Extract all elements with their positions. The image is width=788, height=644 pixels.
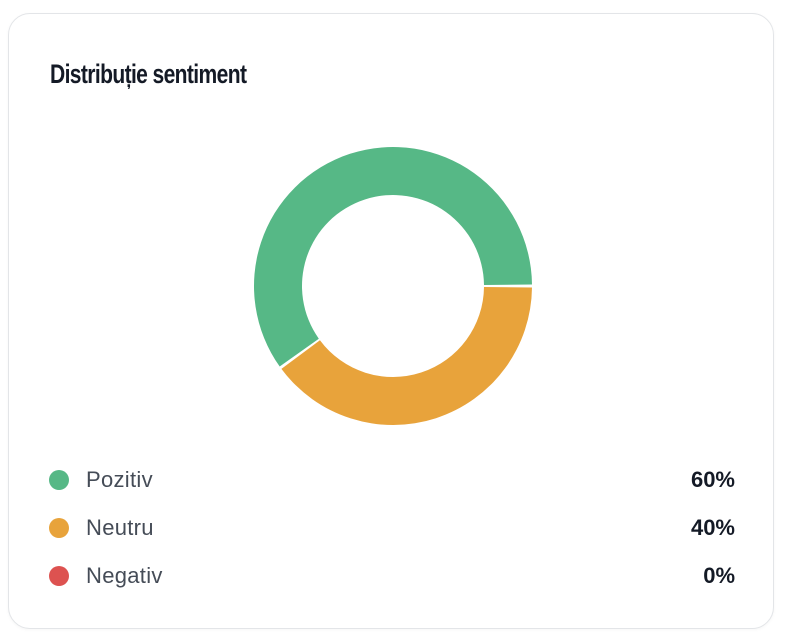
legend-item-neutru: Neutru 40% bbox=[49, 504, 735, 552]
legend-value-pozitiv: 60% bbox=[690, 467, 735, 492]
sentiment-card: Distribuție sentiment Pozitiv 60% Neutru… bbox=[8, 13, 774, 629]
legend-dot-neutru bbox=[49, 518, 69, 538]
card-title: Distribuție sentiment bbox=[50, 59, 247, 89]
legend: Pozitiv 60% Neutru 40% Negativ 0% bbox=[49, 456, 735, 600]
legend-dot-pozitiv bbox=[49, 470, 69, 490]
donut-slice-pozitiv bbox=[253, 147, 532, 367]
legend-item-negativ: Negativ 0% bbox=[49, 552, 735, 600]
legend-dot-negativ bbox=[49, 566, 69, 586]
legend-item-pozitiv: Pozitiv 60% bbox=[49, 456, 735, 504]
legend-value-neutru: 40% bbox=[690, 515, 735, 540]
donut-chart bbox=[253, 147, 532, 426]
legend-value-negativ: 0% bbox=[703, 563, 735, 588]
legend-label-neutru: Neutru bbox=[86, 515, 154, 540]
donut-slice-neutru bbox=[281, 286, 532, 426]
legend-label-pozitiv: Pozitiv bbox=[86, 467, 153, 492]
legend-label-negativ: Negativ bbox=[86, 563, 163, 588]
